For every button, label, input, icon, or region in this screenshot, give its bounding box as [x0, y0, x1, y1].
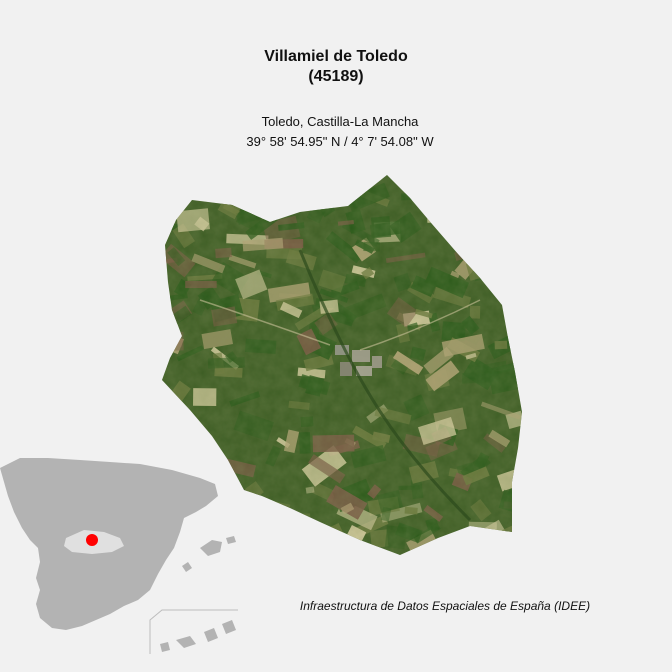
municipality-code: (45189)	[308, 68, 364, 85]
map-title: Villamiel de Toledo	[264, 48, 408, 65]
region-label: Toledo, Castilla-La Mancha	[261, 114, 419, 129]
location-marker	[86, 534, 98, 546]
coordinates-label: 39° 58' 54.95" N / 4° 7' 54.08" W	[246, 134, 434, 149]
canary-inset-frame	[149, 609, 238, 654]
canary-islands	[176, 636, 196, 648]
source-credit: Infraestructura de Datos Espaciales de E…	[299, 599, 591, 613]
balearic-islands	[200, 540, 222, 556]
